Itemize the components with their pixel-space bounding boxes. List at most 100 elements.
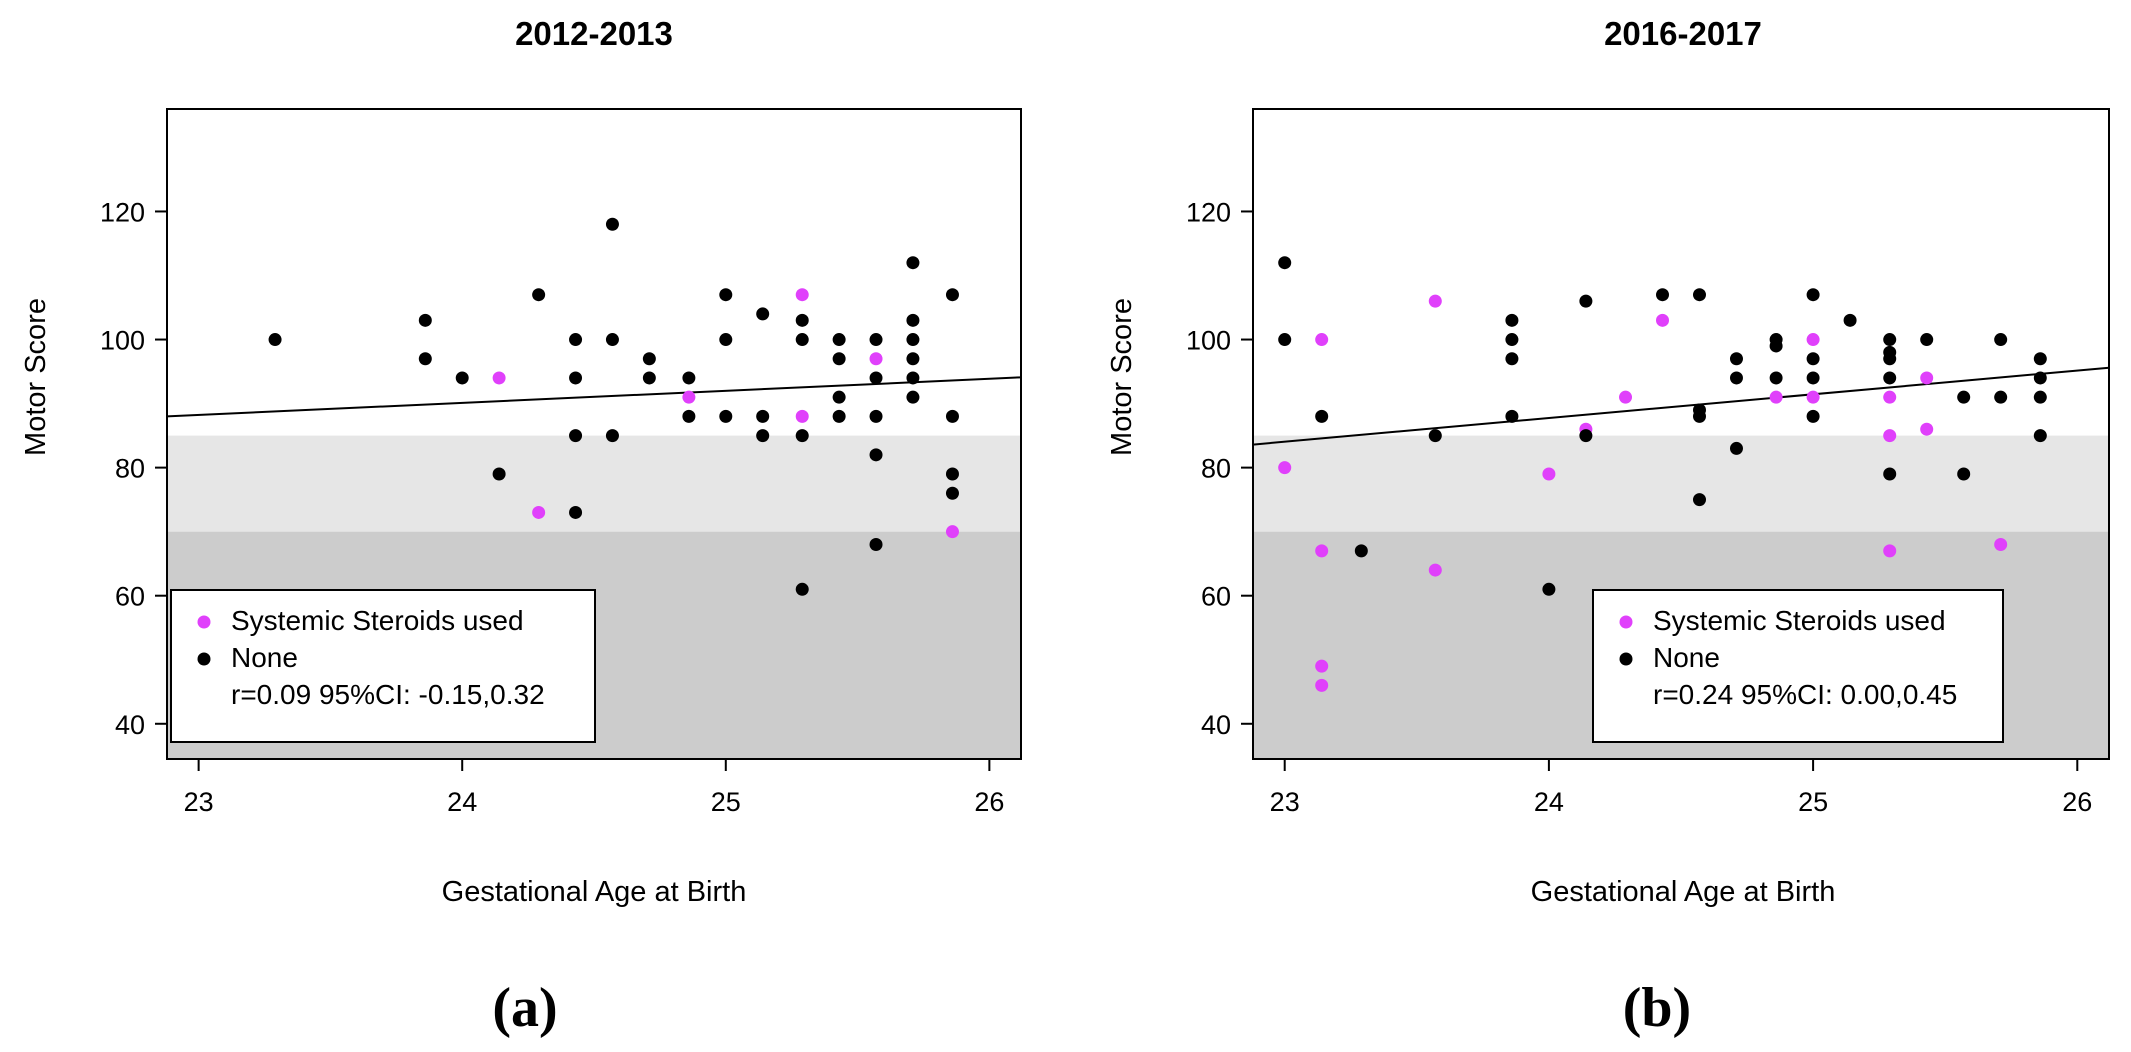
panel-a-none-point [268,333,282,347]
panel-a-none-point [569,429,583,443]
panel-a-ytick-label: 120 [100,197,145,227]
panel-b-frame [1252,108,2110,760]
panel-b-none-point [1994,390,2008,404]
panel-a-none-point [945,288,959,302]
panel-b-legend-stat: r=0.24 95%CI: 0.00,0.45 [1653,679,1957,710]
panel-b-steroid-point [1883,429,1897,443]
panel-a-none-point [569,333,583,347]
panel-b-none-point [1278,256,1292,270]
panel-b-none-point [1883,352,1897,366]
panel-b-plot: 40 60 80 100 120 23 24 25 26 Systemic Steroids us… [1186,108,2110,817]
panel-b-label: (b) [1623,977,1691,1039]
panel-b-xtick-label: 23 [1270,787,1300,817]
panel-a-xlabel: Gestational Age at Birth [442,876,747,908]
panel-b-steroid-point [1656,313,1670,327]
panel-b-none-point [1505,409,1519,423]
panel-b: 2016-2017 40 60 80 100 120 23 24 25 26 Systemic S… [1106,15,2110,1039]
panel-a-legend-marker [197,615,211,629]
panel-a-none-point [795,313,809,327]
panel-a-none-point [945,409,959,423]
panel-b-none-point [1957,467,1971,481]
panel-a-xtick-label: 23 [184,787,214,817]
panel-a-ytick-label: 60 [115,582,145,612]
panel-a-none-point [945,467,959,481]
panel-b-steroid-point [1428,563,1442,577]
panel-b-none-point [1806,371,1820,385]
panel-a-ytick-label: 80 [115,454,145,484]
panel-a-none-point [532,288,546,302]
panel-b-steroid-point [1883,390,1897,404]
panel-b-none-point [2033,352,2047,366]
panel-b-xtick-label: 26 [2062,787,2092,817]
panel-b-none-point [1729,441,1743,455]
panel-b-none-point [1957,390,1971,404]
panel-b-none-point [2033,390,2047,404]
panel-a-legend: Systemic Steroids used None r=0.09 95%CI: … [170,589,596,743]
panel-b-ylabel: Motor Score [1106,298,1138,456]
panel-a-none-point [492,467,506,481]
panel-b-steroid-point [1278,461,1292,475]
panel-a-ytick-label: 100 [100,326,145,356]
panel-b-none-point [1315,409,1329,423]
panel-b-steroid-point [1883,544,1897,558]
panel-a-none-point [756,307,770,321]
panel-a-none-point [906,256,920,270]
panel-b-none-point [1729,352,1743,366]
panel-a-none-point [605,429,619,443]
panel-b-steroid-point [1428,294,1442,308]
panel-a-none-point [605,333,619,347]
panel-b-none-point [1806,288,1820,302]
panel-b-none-point [1843,313,1857,327]
panel-b-ytick-label: 80 [1201,454,1231,484]
panel-a-legend-marker [197,652,211,666]
panel-a-none-point [832,409,846,423]
panel-a-none-point [869,448,883,462]
panel-b-steroid-point [1542,467,1556,481]
panel-b-legend-marker [1619,652,1633,666]
panel-b-steroid-point [1920,371,1934,385]
panel-b-steroid-point [1769,390,1783,404]
panel-b-ytick-label: 100 [1186,326,1231,356]
panel-a-steroid-point [682,390,696,404]
panel-a-none-point [906,313,920,327]
panel-b-none-point [1656,288,1670,302]
panel-a-none-point [906,333,920,347]
panel-a-none-point [642,352,656,366]
panel-b-none-point [1806,409,1820,423]
panel-b-steroid-point [1315,544,1329,558]
panel-b-steroid-point [1619,390,1633,404]
panel-a-none-point [795,333,809,347]
panel-a-none-point [418,313,432,327]
panel-a-legend-entry: None [231,642,298,673]
panel-a-ytick-label: 40 [115,710,145,740]
panel-b-none-point [1579,429,1593,443]
panel-b-trend-line [1252,366,2110,446]
panel-b-none-point [1692,493,1706,507]
panel-a-none-point [945,486,959,500]
panel-a-none-point [869,333,883,347]
panel-a-steroid-point [945,525,959,539]
panel-a-title: 2012-2013 [515,15,673,52]
panel-a-label: (a) [492,977,557,1039]
panel-b-steroid-point [1806,390,1820,404]
panel-a-band-0 [167,435,1021,532]
panel-b-xtick-label: 24 [1534,787,1564,817]
panel-a-legend-box [170,589,596,743]
panel-a-none-point [906,390,920,404]
panel-b-none-point [1729,371,1743,385]
panel-b-none-point [1920,333,1934,347]
panel-b-none-point [1769,339,1783,353]
panel-b-legend: Systemic Steroids used None r=0.24 95%CI: … [1592,589,2004,743]
panel-a-steroid-point [869,352,883,366]
panel-b-xlabel: Gestational Age at Birth [1531,876,1836,908]
panel-b-none-point [1579,294,1593,308]
panel-b-ytick-label: 60 [1201,582,1231,612]
panel-b-ytick-label: 40 [1201,710,1231,740]
panel-a-frame [166,108,1022,760]
panel-a-none-point [418,352,432,366]
panel-a-none-point [569,505,583,519]
panel-b-steroid-point [1920,422,1934,436]
panel-b-legend-entry: Systemic Steroids used [1653,605,1946,636]
panel-b-none-point [1806,352,1820,366]
